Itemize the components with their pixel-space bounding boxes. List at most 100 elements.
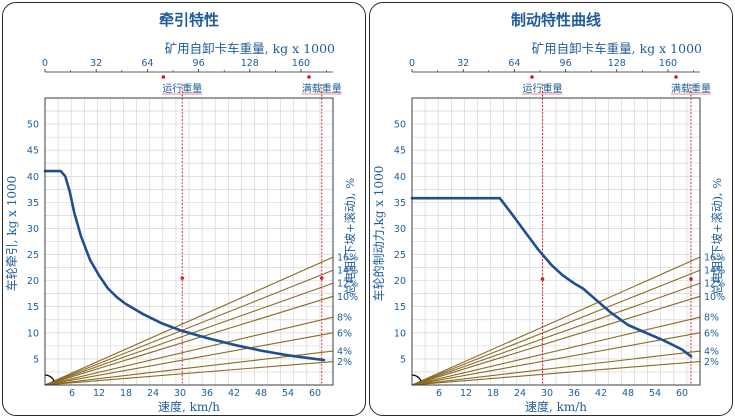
x-tick-label: 12 <box>460 388 472 399</box>
data-curve <box>410 196 693 358</box>
grade-label: 12% <box>704 279 725 290</box>
marker-point <box>540 277 545 281</box>
top-tick-label: 128 <box>241 58 259 69</box>
marker-point <box>319 276 324 280</box>
grade-line <box>44 316 334 386</box>
grade-label: 8% <box>337 313 352 324</box>
grade-label: 14% <box>704 266 725 277</box>
grade-label: 2% <box>337 357 352 368</box>
y-tick-label: 30 <box>394 224 406 235</box>
y-tick-label: 50 <box>27 120 39 131</box>
grade-line <box>411 282 701 386</box>
braking-panel: 制动特性曲线 矿用自卸卡车重量, kg x 1000 0 32 64 96 128 160 16… <box>369 2 733 416</box>
x-tick-label: 54 <box>649 388 661 399</box>
marker-label: 运行重量 <box>162 82 202 95</box>
x-tick-label: 18 <box>487 388 499 399</box>
marker-top-dot <box>161 75 166 79</box>
y-tick-label: 35 <box>27 198 39 209</box>
traction-panel: 牵引特性 矿用自卸卡车重量, kg x 1000 0 32 64 96 128 160 16% 1… <box>2 2 366 416</box>
grade-line <box>411 269 701 386</box>
x-axis-label: 速度, km/h <box>525 399 587 414</box>
top-axis-label: 矿用自卸卡车重量, kg x 1000 <box>165 41 335 56</box>
top-tick-label: 0 <box>42 58 48 69</box>
x-tick-label: 36 <box>568 388 580 399</box>
x-tick-label: 24 <box>147 388 159 399</box>
top-tick-label: 64 <box>508 58 520 69</box>
chart-title: 制动特性曲线 <box>511 11 601 29</box>
y-tick-label: 35 <box>394 198 406 209</box>
grade-line <box>44 269 334 386</box>
x-tick-label: 54 <box>282 388 294 399</box>
grade-line <box>44 256 334 386</box>
grade-label: 8% <box>704 313 719 324</box>
y-tick-label: 40 <box>27 172 39 183</box>
top-tick-label: 32 <box>90 58 102 69</box>
marker-label: 运行重量 <box>523 82 563 95</box>
x-axis-label: 速度, km/h <box>158 399 220 414</box>
grade-label: 10% <box>704 292 725 303</box>
x-tick-label: 42 <box>595 388 607 399</box>
x-tick-label: 48 <box>255 388 267 399</box>
y-axis-label: 车轮的制动力,kg x 1000 <box>371 166 386 302</box>
data-curve <box>43 169 326 362</box>
y-tick-label: 5 <box>33 354 39 365</box>
grade-label: 16% <box>704 253 725 264</box>
plot-frame <box>411 97 701 386</box>
top-axis-label: 矿用自卸卡车重量, kg x 1000 <box>532 41 702 56</box>
right-axis-label: 总电阻(下坡+滚动), % <box>343 178 357 295</box>
x-tick-label: 42 <box>228 388 240 399</box>
top-tick-label: 128 <box>608 58 626 69</box>
grade-line <box>411 256 701 386</box>
marker-point <box>689 277 693 281</box>
grade-line <box>44 295 334 386</box>
x-tick-label: 18 <box>120 388 132 399</box>
y-tick-label: 40 <box>394 172 406 183</box>
grade-line <box>411 295 701 386</box>
marker-top-dot <box>307 75 311 79</box>
grade-line <box>411 332 701 386</box>
y-tick-label: 10 <box>27 328 39 339</box>
top-tick-label: 0 <box>409 58 415 69</box>
x-tick-label: 24 <box>514 388 526 399</box>
top-tick-label: 160 <box>659 58 677 69</box>
right-axis-label: 总电阻(下坡+滚动), % <box>710 178 724 295</box>
grade-line <box>44 350 334 386</box>
x-tick-label: 60 <box>676 388 688 399</box>
top-tick-label: 160 <box>292 58 310 69</box>
plot-frame <box>44 97 334 386</box>
grade-label: 12% <box>337 279 358 290</box>
grade-label: 16% <box>337 253 358 264</box>
x-tick-label: 36 <box>201 388 213 399</box>
y-tick-label: 10 <box>394 328 406 339</box>
y-tick-label: 25 <box>394 250 406 261</box>
x-tick-label: 60 <box>309 388 321 399</box>
y-tick-label: 25 <box>27 250 39 261</box>
grade-label: 4% <box>337 347 352 358</box>
y-tick-label: 20 <box>27 276 39 287</box>
grade-label: 6% <box>704 328 719 339</box>
marker-point <box>180 276 185 280</box>
x-tick-label: 30 <box>174 388 186 399</box>
grade-line <box>44 360 334 386</box>
x-tick-label: 6 <box>436 388 442 399</box>
grade-label: 14% <box>337 266 358 277</box>
grade-label: 6% <box>337 328 352 339</box>
top-tick-label: 32 <box>457 58 469 69</box>
x-tick-label: 6 <box>69 388 75 399</box>
grade-line <box>411 316 701 386</box>
grade-label: 4% <box>704 347 719 358</box>
y-axis-label: 车轮牵引, kg x 1000 <box>4 176 19 292</box>
marker-label: 满载重量 <box>671 82 711 95</box>
marker-label: 满载重量 <box>302 82 342 95</box>
y-tick-label: 45 <box>394 146 406 157</box>
y-tick-label: 5 <box>400 354 406 365</box>
top-tick-label: 64 <box>141 58 153 69</box>
x-tick-label: 48 <box>622 388 634 399</box>
y-tick-label: 50 <box>394 120 406 131</box>
grade-line <box>411 350 701 386</box>
marker-top-dot <box>530 75 534 79</box>
chart-title: 牵引特性 <box>159 11 219 29</box>
grade-label: 2% <box>704 357 719 368</box>
y-tick-label: 15 <box>27 302 39 313</box>
